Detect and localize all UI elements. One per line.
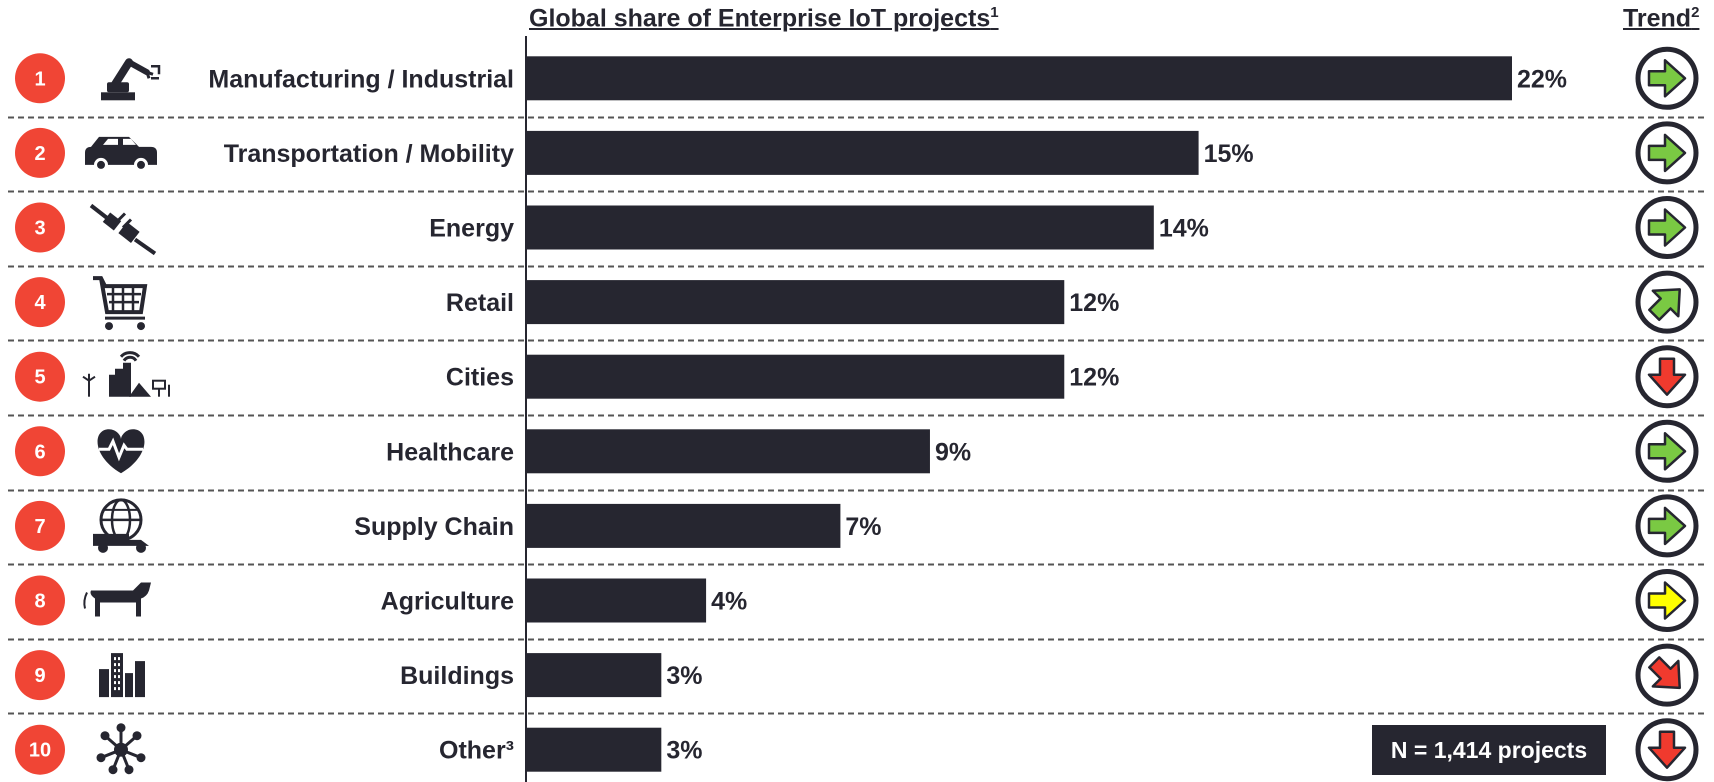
heart-pulse-icon: [97, 429, 145, 474]
trend-arrow-icon: [1635, 46, 1699, 110]
bar: [527, 130, 1199, 175]
trend-arrow-icon: [1635, 345, 1699, 409]
cow-icon: [83, 582, 151, 617]
rank-number: 1: [34, 68, 45, 90]
trend-arrow-icon: [1635, 569, 1699, 632]
category-label: Other³: [439, 737, 514, 765]
category-label: Retail: [446, 289, 514, 317]
trend-arrow-icon: [1635, 718, 1699, 782]
trend-arrow-icon: [1635, 196, 1699, 259]
rank-badge: [15, 351, 65, 402]
rank-number: 7: [34, 516, 45, 538]
chart-title: Global share of Enterprise IoT projects1: [529, 4, 999, 33]
bar: [527, 429, 930, 474]
trend-arrow-icon: [1635, 121, 1699, 185]
shopping-cart-icon: [93, 276, 148, 331]
value-label: 12%: [1069, 289, 1119, 317]
rank-number: 9: [34, 665, 45, 687]
bar: [527, 578, 707, 623]
category-label: Supply Chain: [354, 513, 514, 541]
trend-arrow-icon: [1635, 270, 1699, 334]
category-label: Manufacturing / Industrial: [208, 65, 514, 93]
rank-badge: [15, 127, 65, 178]
rank-number: 5: [34, 367, 45, 389]
rank-badge: [15, 575, 65, 626]
value-label: 7%: [845, 513, 881, 541]
car-icon: [85, 136, 157, 172]
rank-badge: [15, 202, 65, 253]
rank-badge: [15, 500, 65, 551]
trend-title: Trend2: [1623, 4, 1700, 33]
sample-size-note: N = 1,414 projects: [1372, 725, 1606, 775]
rank-number: 10: [29, 740, 51, 762]
trend-arrow-icon: [1635, 494, 1699, 558]
robot-arm-icon: [101, 58, 161, 101]
category-label: Buildings: [400, 662, 514, 690]
buildings-icon: [99, 653, 145, 698]
bar: [527, 56, 1512, 101]
rank-number: 4: [34, 292, 46, 314]
network-icon: [96, 723, 146, 775]
rank-badge: [15, 277, 65, 328]
trend-arrow-icon: [1635, 419, 1699, 483]
trend-arrow-icon: [1635, 643, 1699, 707]
bar: [527, 653, 662, 698]
plug-icon: [89, 203, 157, 256]
bar: [527, 727, 662, 772]
bar: [527, 354, 1065, 399]
bar: [527, 503, 841, 548]
rank-number: 3: [34, 218, 45, 240]
value-label: 15%: [1204, 140, 1254, 168]
bar: [527, 280, 1065, 325]
value-label: 3%: [666, 662, 702, 690]
category-label: Transportation / Mobility: [224, 140, 514, 168]
city-icon: [82, 351, 170, 397]
category-label: Cities: [446, 364, 514, 392]
value-label: 22%: [1517, 65, 1567, 93]
rank-number: 8: [34, 591, 45, 613]
value-label: 3%: [666, 737, 702, 765]
value-label: 9%: [935, 438, 971, 466]
rank-badge: [15, 426, 65, 477]
value-label: 14%: [1159, 215, 1209, 243]
rank-badge: [15, 650, 65, 701]
category-label: Energy: [429, 215, 514, 243]
globe-truck-icon: [93, 498, 149, 553]
bar: [527, 205, 1154, 250]
rank-badge: [15, 53, 65, 104]
category-label: Healthcare: [386, 438, 514, 466]
category-label: Agriculture: [381, 588, 514, 616]
value-label: 12%: [1069, 364, 1119, 392]
rank-number: 6: [34, 441, 45, 463]
value-label: 4%: [711, 588, 747, 616]
rank-badge: [15, 724, 65, 775]
rank-number: 2: [34, 143, 45, 165]
